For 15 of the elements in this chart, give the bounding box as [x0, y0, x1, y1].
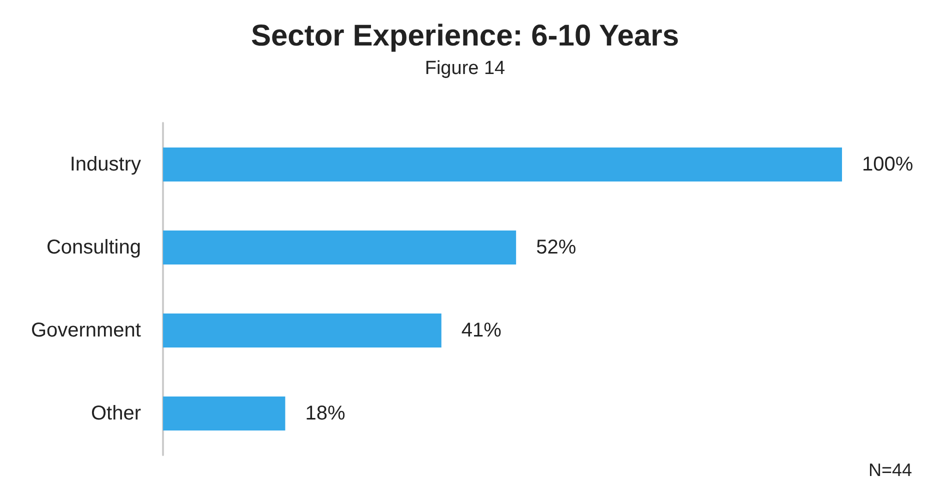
y-tick-label: Government	[30, 320, 142, 342]
bar	[163, 148, 842, 182]
y-tick-label: Industry	[70, 154, 141, 176]
chart-title: Sector Experience: 6-10 Years	[250, 20, 680, 52]
text: N=44	[868, 460, 912, 480]
data-label: 52%	[536, 236, 576, 258]
y-tick-label: Other	[90, 402, 142, 424]
y-tick-label: Consulting	[46, 236, 141, 258]
bar	[163, 230, 516, 264]
bar	[163, 396, 286, 430]
data-label: 18%	[305, 402, 346, 424]
data-label: 100%	[862, 154, 914, 176]
chart-subtitle: Figure 14	[424, 58, 506, 79]
data-label: 41%	[461, 320, 502, 342]
bar	[163, 314, 442, 348]
